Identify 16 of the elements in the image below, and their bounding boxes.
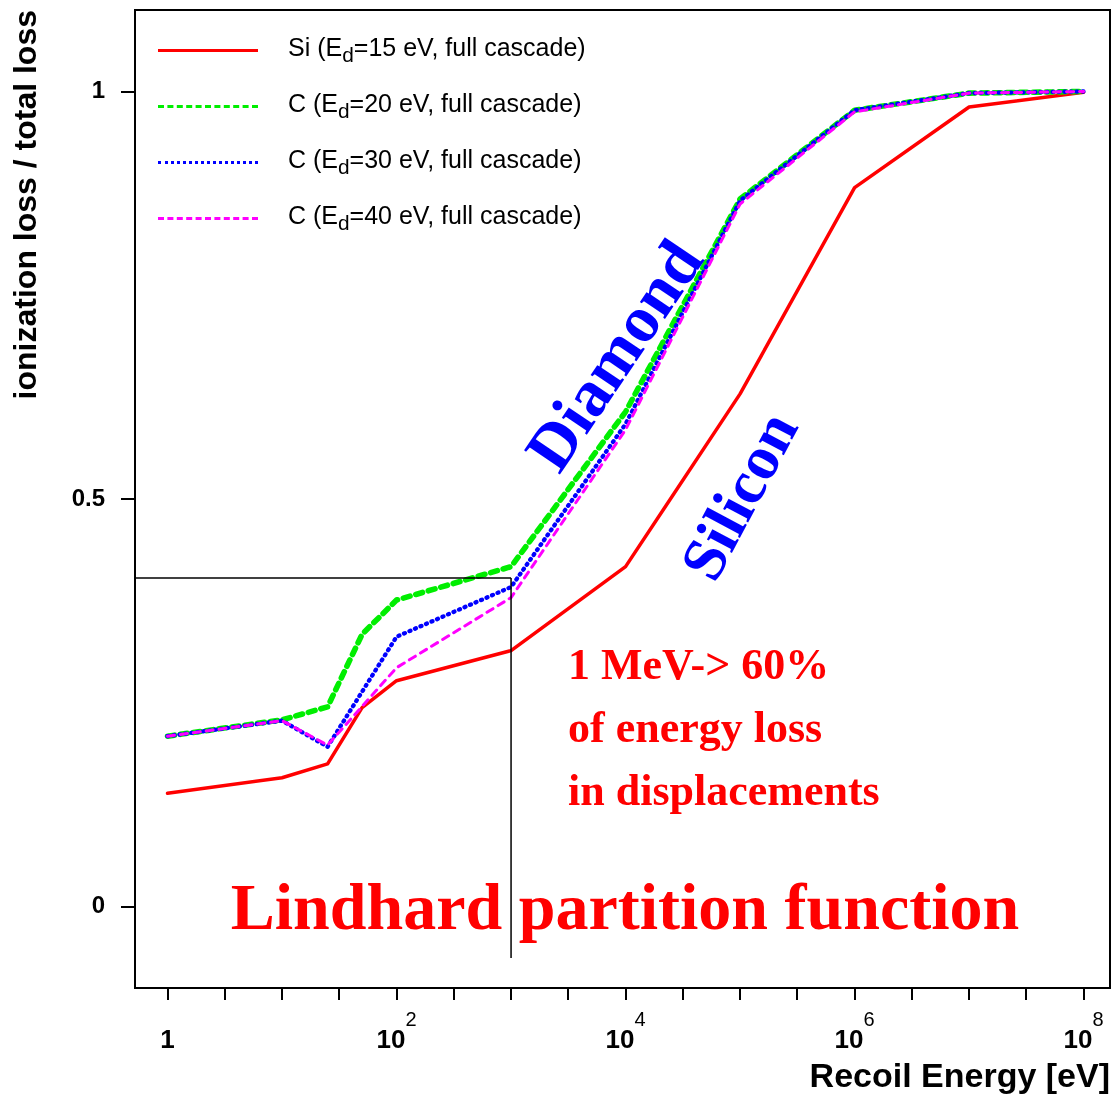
y-tick-label: 1 [91,76,105,104]
x-tick-label: 104 [605,1007,646,1055]
legend-label: C (E$_{d}$=30 eV, full cascade) [288,145,582,179]
annotation: 1 MeV-> 60% of energy loss in displacements [568,640,880,816]
legend-label: C (E$_{d}$=40 eV, full cascade) [288,201,582,235]
annotation: Lindhard partition function [230,870,1020,944]
y-tick-label: 0.5 [71,483,105,511]
x-tick-label: 1 [160,1024,175,1055]
x-axis-title: Recoil Energy [eV] [809,1055,1110,1094]
legend-label: Si (E$_{d}$=15 eV, full cascade) [288,33,586,67]
y-axis-title: ionization loss / total loss [7,10,44,400]
legend-label: C (E$_{d}$=20 eV, full cascade) [288,89,582,123]
y-tick-label: 0 [91,891,105,919]
x-tick-label: 106 [834,1007,875,1055]
x-tick-label: 102 [376,1007,417,1055]
x-tick-label: 108 [1063,1007,1104,1055]
